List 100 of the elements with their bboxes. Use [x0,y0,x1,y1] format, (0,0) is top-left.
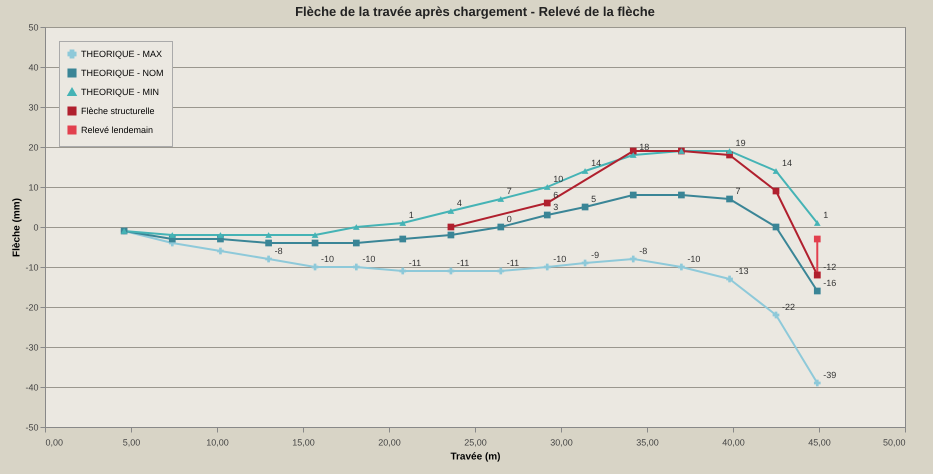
y-tick-label: -40 [25,382,38,392]
data-label: -10 [362,254,376,264]
data-label: -16 [823,278,836,288]
point [814,380,821,386]
x-tick-label: 20,00 [378,438,401,448]
data-label: -10 [321,254,334,264]
point [630,152,637,158]
y-tick-label: -30 [25,342,38,352]
point [265,240,272,246]
x-axis-title: Travée (m) [450,452,501,462]
x-tick-label: 30,00 [550,438,573,448]
data-label: -10 [553,254,566,264]
data-label: 18 [639,142,650,152]
point [399,268,406,274]
point [726,196,733,202]
data-label: -13 [736,266,749,276]
legend-label: THEORIQUE - MIN [81,87,159,97]
data-label: -10 [687,254,700,264]
point [399,236,406,242]
data-label: 3 [553,202,558,212]
point [448,208,454,214]
point [772,188,780,194]
y-tick-label: 20 [28,142,38,152]
data-label: 14 [591,158,602,168]
point [630,192,637,198]
point [448,224,454,230]
y-tick-label: -10 [25,262,38,272]
y-axis-title: Flèche (mm) [11,198,22,257]
point [544,212,551,218]
point [678,264,685,270]
point [265,256,272,262]
data-label: 10 [553,174,564,184]
point [814,288,821,294]
data-label: -11 [456,258,470,268]
point [265,232,272,238]
point [726,148,733,154]
point [399,220,406,226]
data-label: -9 [591,250,600,260]
point [582,260,588,266]
point [217,248,224,254]
x-tick-label: 10,00 [206,438,229,448]
point [448,268,454,274]
chart-title: Flèche de la travée après chargement - Relevé de la flèche [295,4,655,19]
data-label: 14 [782,158,792,168]
point [217,232,224,238]
legend-label: Relevé lendemain [81,125,154,135]
point [312,240,318,246]
point [448,232,454,238]
point [814,236,821,242]
data-label: -11 [506,258,520,268]
point [312,264,318,270]
point [544,184,551,190]
point [630,256,637,262]
y-tick-label: 0 [33,222,38,232]
point [352,224,360,230]
x-tick-label: 5,00 [122,438,140,448]
x-tick-label: 40,00 [722,438,745,448]
legend-label: Flèche structurelle [81,106,155,116]
y-tick-label: 40 [28,62,38,72]
point [544,200,551,206]
data-label: -8 [639,246,648,256]
point [168,232,176,238]
data-label: -11 [408,258,422,268]
point [678,192,685,198]
point [352,240,360,246]
y-tick-label: 50 [28,22,38,32]
x-tick-label: 15,00 [292,438,315,448]
data-label: 4 [456,198,462,208]
point [726,276,733,282]
point [630,148,637,154]
point [772,224,780,230]
y-tick-label: -20 [25,302,38,312]
point [497,224,504,230]
point [497,268,504,274]
point [497,196,504,202]
data-label: -39 [823,370,836,380]
data-label: 0 [506,214,512,224]
data-label: 19 [736,138,746,148]
point [544,264,551,270]
x-tick-label: 0,00 [46,438,64,448]
point [772,312,780,318]
data-label: 7 [736,186,741,196]
point [772,168,780,174]
x-tick-label: 45,00 [808,438,831,448]
data-label: 1 [823,210,828,220]
point [814,220,821,226]
y-tick-label: -50 [25,422,38,432]
point [352,264,360,270]
data-label: -8 [274,246,283,256]
y-tick-label: 10 [28,182,38,192]
point [582,204,588,210]
data-label: -12 [823,262,836,272]
x-tick-label: 35,00 [636,438,659,448]
x-tick-label: 25,00 [464,438,487,448]
data-label: -22 [782,302,796,312]
point [312,232,318,238]
data-label: 5 [591,194,596,204]
point [582,168,588,174]
y-tick-label: 30 [28,102,38,112]
data-label: 1 [408,210,414,220]
